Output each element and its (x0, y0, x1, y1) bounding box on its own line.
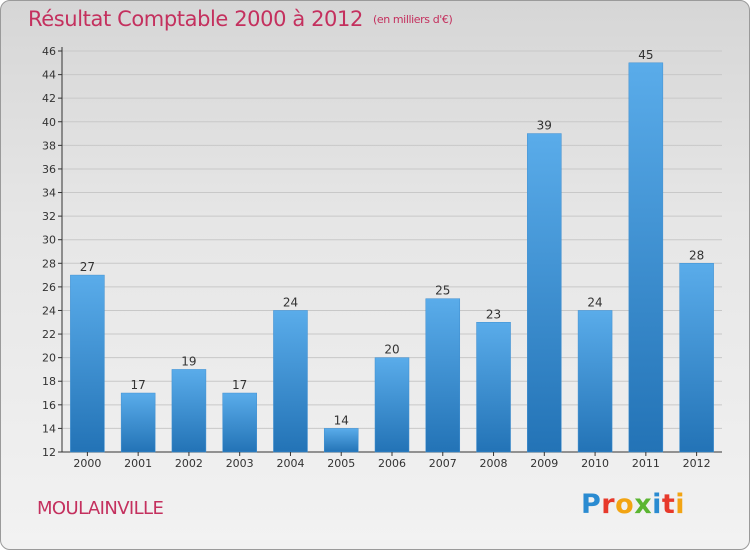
bar (527, 133, 562, 453)
y-tick-label: 20 (42, 352, 56, 365)
x-tick-label: 2012 (683, 457, 711, 470)
bar (476, 322, 511, 453)
y-tick-label: 12 (42, 446, 56, 459)
y-tick-label: 32 (42, 210, 56, 223)
x-tick-label: 2009 (530, 457, 558, 470)
y-tick-label: 22 (42, 328, 56, 341)
y-tick-label: 28 (42, 257, 56, 270)
y-tick-label: 24 (42, 304, 56, 317)
data-label: 28 (689, 248, 704, 262)
logo-letter: i (652, 489, 662, 520)
bar (628, 62, 664, 453)
x-tick-label: 2000 (73, 457, 101, 470)
logo-letter: t (661, 489, 676, 520)
commune-name: MOULAINVILLE (37, 498, 164, 519)
data-label: 17 (232, 378, 247, 392)
data-label: 17 (131, 378, 146, 392)
y-tick-label: 40 (42, 116, 56, 129)
chart-subtitle: (en milliers d'€) (372, 13, 453, 26)
bar (273, 310, 308, 453)
data-label: 14 (334, 413, 349, 427)
x-tick-label: 2002 (175, 457, 203, 470)
data-label: 20 (384, 343, 399, 357)
x-tick-label: 2001 (124, 457, 152, 470)
y-tick-label: 16 (42, 399, 56, 412)
x-tick-label: 2008 (480, 457, 508, 470)
y-tick-label: 26 (42, 281, 56, 294)
x-tick-label: 2006 (378, 457, 406, 470)
x-tick-label: 2007 (429, 457, 457, 470)
bar (577, 310, 613, 453)
y-tick-label: 34 (42, 187, 56, 200)
data-label: 39 (537, 119, 552, 133)
data-label: 27 (80, 260, 95, 274)
y-tick-label: 42 (42, 92, 56, 105)
proxiti-logo: Proxiti (581, 489, 685, 520)
data-label: 25 (435, 284, 450, 298)
logo-letter: x (634, 489, 653, 520)
y-tick-label: 30 (42, 234, 56, 247)
bar (679, 263, 714, 453)
y-tick-label: 14 (42, 422, 56, 435)
bar (425, 298, 461, 453)
x-tick-label: 2010 (581, 457, 609, 470)
bar (323, 428, 359, 453)
x-tick-label: 2005 (327, 457, 355, 470)
data-label: 45 (638, 48, 653, 62)
chart-title: Résultat Comptable 2000 à 2012 (en millie… (28, 7, 453, 31)
chart-title-text: Résultat Comptable 2000 à 2012 (28, 7, 363, 31)
logo-letter: P (581, 489, 602, 520)
bar (222, 392, 257, 453)
y-tick-label: 36 (42, 163, 56, 176)
logo-letter: r (601, 489, 616, 520)
data-label: 24 (283, 295, 298, 309)
bar (70, 274, 105, 453)
bar (120, 392, 156, 453)
data-label: 23 (486, 307, 501, 321)
bar (374, 357, 410, 453)
x-tick-label: 2004 (276, 457, 304, 470)
bar (171, 369, 207, 453)
data-label: 24 (587, 295, 602, 309)
y-tick-label: 44 (42, 69, 56, 82)
y-tick-label: 46 (42, 45, 56, 58)
logo-letter: o (615, 489, 635, 520)
x-tick-label: 2011 (632, 457, 660, 470)
data-label: 19 (181, 354, 196, 368)
y-tick-label: 38 (42, 139, 56, 152)
logo-letter: i (675, 489, 686, 520)
x-tick-label: 2003 (226, 457, 254, 470)
y-tick-label: 18 (42, 375, 56, 388)
